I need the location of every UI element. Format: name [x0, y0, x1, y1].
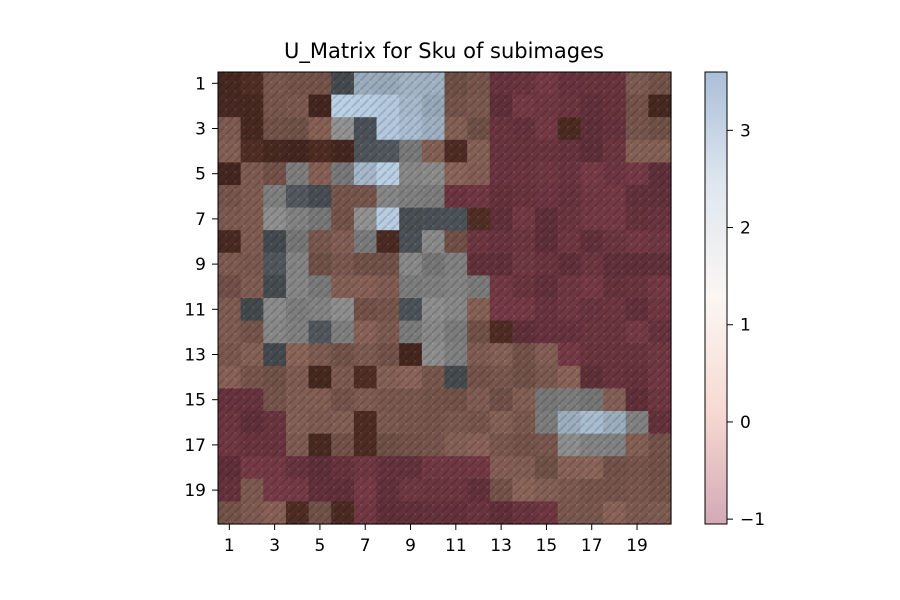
y-tick-label: 9 [195, 255, 206, 275]
heatmap-frame [217, 71, 672, 525]
x-tick-label: 11 [445, 536, 467, 556]
x-tick-label: 19 [626, 536, 648, 556]
y-tick-label: 11 [184, 300, 206, 320]
y-tick-label: 5 [195, 165, 206, 185]
heatmap-texture-overlay [218, 72, 671, 524]
x-tick-label: 3 [269, 536, 280, 556]
x-tick-label: 13 [490, 536, 512, 556]
y-tick-label: 15 [184, 391, 206, 411]
x-tick-label: 9 [405, 536, 416, 556]
y-tick-label: 3 [195, 120, 206, 140]
x-tick-label: 17 [581, 536, 603, 556]
x-tick-label: 1 [224, 536, 235, 556]
colorbar [704, 71, 728, 525]
y-tick-label: 13 [184, 346, 206, 366]
y-tick-label: 1 [195, 74, 206, 94]
colorbar-tick-label: 1 [740, 316, 751, 336]
colorbar-axis: −1 0 1 2 3 [727, 121, 765, 530]
x-tick-label: 15 [536, 536, 558, 556]
colorbar-tick-label: 0 [740, 413, 751, 433]
colorbar-tick-label: −1 [740, 510, 765, 530]
colorbar-tick-label: 3 [740, 121, 751, 141]
y-tick-label: 19 [184, 481, 206, 501]
x-tick-label: 7 [360, 536, 371, 556]
x-tick-label: 5 [315, 536, 326, 556]
y-tick-label: 7 [195, 210, 206, 230]
colorbar-tick-label: 2 [740, 219, 751, 239]
y-tick-label: 17 [184, 436, 206, 456]
chart-title: U_Matrix for Sku of subimages [284, 39, 604, 64]
x-axis: 1 3 5 7 9 11 13 15 17 19 [224, 524, 648, 556]
